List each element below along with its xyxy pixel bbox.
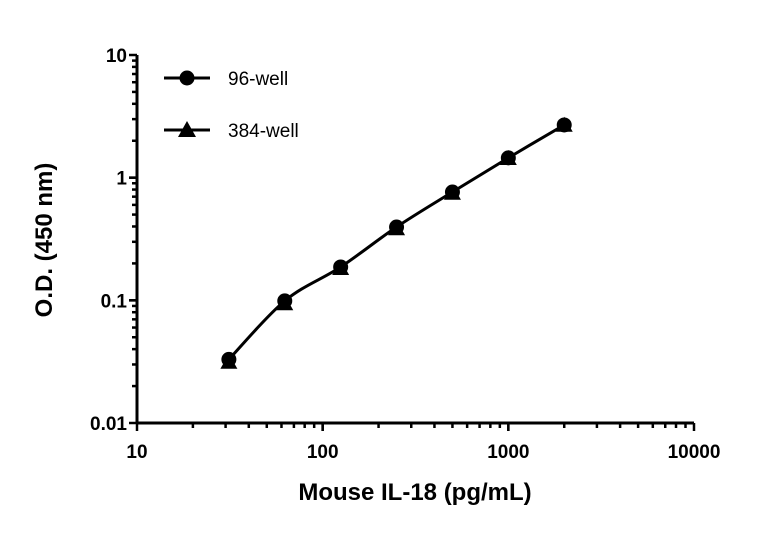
y-tick-label: 1 <box>116 169 127 190</box>
x-axis-label: Mouse IL-18 (pg/mL) <box>298 479 531 506</box>
y-tick-label: 0.1 <box>101 291 128 312</box>
data-point-96-well <box>444 184 460 200</box>
x-tick-label: 10 <box>126 442 147 463</box>
data-point-96-well <box>389 219 405 235</box>
y-tick-label: 0.01 <box>90 414 127 435</box>
x-tick-label: 100 <box>307 442 339 463</box>
legend-marker-96-well <box>179 70 195 86</box>
data-point-96-well <box>556 117 572 133</box>
x-tick-label: 1000 <box>487 442 529 463</box>
data-point-96-well <box>500 150 516 166</box>
x-tick-label: 10000 <box>668 442 721 463</box>
y-tick-label: 10 <box>106 46 127 67</box>
legend-label-96-well: 96-well <box>228 69 288 90</box>
y-axis-label: O.D. (450 nm) <box>31 163 58 318</box>
tick-labels: 10 100 1000 10000 0.01 0.1 1 10 <box>90 46 720 463</box>
data-point-96-well <box>221 351 237 367</box>
legend-label-384-well: 384-well <box>228 121 299 142</box>
data-point-96-well <box>277 293 293 309</box>
legend-marker-384-well <box>178 121 196 137</box>
legend: 96-well 384-well <box>164 69 299 142</box>
data-point-96-well <box>333 259 349 275</box>
plot-marks <box>220 116 573 369</box>
axes <box>129 53 696 431</box>
